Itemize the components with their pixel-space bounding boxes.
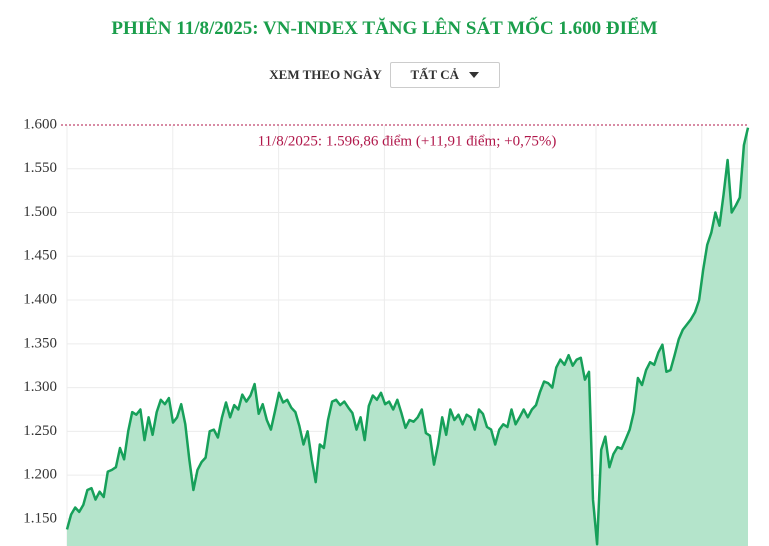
y-tick-label: 1.150 — [23, 510, 57, 526]
filter-bar: XEM THEO NGÀY TẤT CẢ — [0, 62, 769, 88]
y-tick-label: 1.450 — [23, 248, 57, 264]
chart-title: PHIÊN 11/8/2025: VN-INDEX TĂNG LÊN SÁT M… — [111, 18, 658, 39]
y-tick-label: 1.400 — [23, 291, 57, 307]
filter-label: XEM THEO NGÀY — [269, 67, 382, 82]
dropdown-arrow — [468, 72, 479, 78]
y-tick-label: 1.600 — [23, 116, 57, 132]
line — [65, 127, 750, 546]
annotation: 11/8/2025: 1.596,86 điểm (+11,91 điểm; +… — [258, 133, 557, 149]
y-tick-label: 1.250 — [23, 423, 57, 439]
y-tick-label: 1.300 — [23, 379, 57, 395]
filter-value: TẤT CẢ — [410, 67, 459, 82]
area — [67, 127, 748, 546]
filter-dropdown[interactable]: TẤT CẢ — [389, 62, 500, 88]
y-tick-label: 1.350 — [23, 335, 57, 351]
y-tick-label: 1.500 — [23, 204, 57, 220]
y-tick-label: 1.550 — [23, 160, 57, 176]
y-tick-label: 1.200 — [23, 467, 57, 483]
